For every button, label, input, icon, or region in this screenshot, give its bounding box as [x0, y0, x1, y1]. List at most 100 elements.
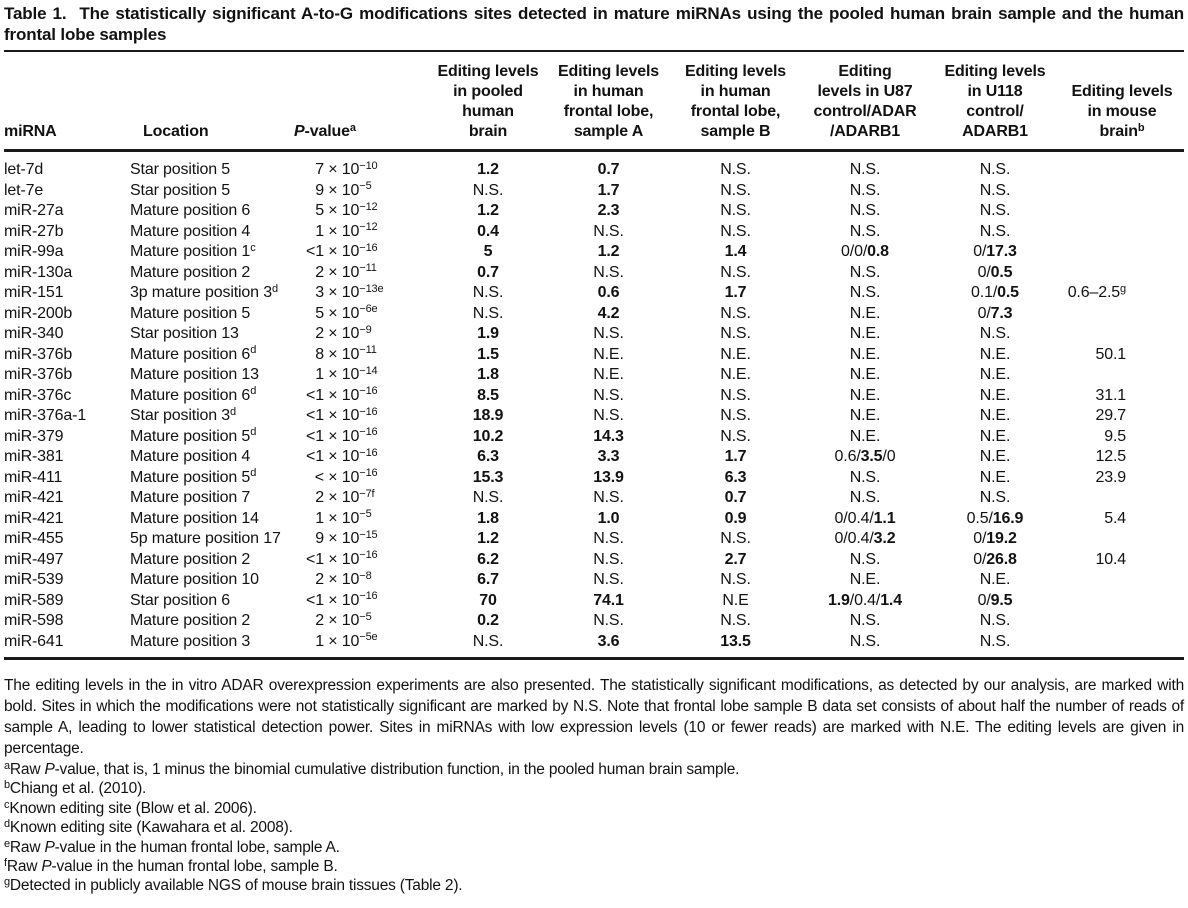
cell-frontal-b: 2.7 [724, 550, 747, 568]
cell-frontal-a: 3.6 [597, 632, 620, 650]
table-row: let-7e Star position 5 9 × 10 −5 N.S. 1.7 N.S.… [4, 181, 1184, 202]
cell-pooled-brain: 0.4 [477, 222, 499, 240]
cell-mirna: miR-455 [4, 530, 64, 547]
cell-frontal-a: N.S. [593, 530, 624, 547]
cell-frontal-a: 4.2 [597, 304, 620, 322]
table-title-text: The statistically significant A-to-G mod… [4, 4, 1184, 44]
table-row: miR-539 Mature position 10 2 × 10 −8 6.7 N.S.… [4, 570, 1184, 591]
footnote-b: bChiang et al. (2010). [4, 779, 147, 798]
cell-mirna: miR-421 [4, 489, 64, 506]
cell-mouse-brain: 31.1 [1095, 386, 1126, 404]
cell-mouse-brain [1060, 632, 1184, 659]
cell-pvalue: 1 × 10 −14 [315, 364, 378, 383]
cell-frontal-a: 74.1 [593, 591, 624, 609]
table-row: miR-376b Mature position 6d 8 × 10 −11 1.5 N.… [4, 345, 1184, 366]
cell-u118: 0/26.8 [973, 550, 1017, 568]
cell-frontal-a: N.S. [593, 489, 624, 506]
cell-frontal-a: N.S. [593, 222, 624, 240]
cell-frontal-a: 1.0 [597, 509, 620, 527]
cell-location: Star position 6 [130, 591, 231, 609]
cell-u87: 1.9/0.4/1.4 [828, 591, 902, 609]
cell-mouse-brain: 5.4 [1104, 509, 1126, 527]
cell-u87: 0/0.4/1.1 [834, 509, 896, 527]
cell-mouse-brain [1060, 222, 1184, 243]
column-header-pooled-brain: Editing levels in pooled human brain [430, 51, 546, 152]
cell-u118: N.S. [979, 612, 1011, 629]
cell-frontal-b: N.S. [720, 325, 751, 342]
cell-frontal-a: 1.2 [597, 243, 620, 260]
cell-pvalue: 1 × 10 −5e [315, 631, 378, 650]
cell-pooled-brain: 1.2 [477, 530, 499, 547]
cell-u87: N.S. [849, 181, 881, 199]
cell-location: Mature position 2 [130, 550, 251, 568]
cell-mirna: miR-27a [4, 202, 64, 219]
cell-location: Star position 5 [130, 181, 231, 199]
cell-frontal-b: 1.7 [724, 284, 747, 301]
cell-pooled-brain: N.S. [472, 304, 504, 322]
cell-pvalue: 2 × 10 −9 [315, 323, 372, 342]
cell-mouse-brain [1060, 201, 1184, 222]
cell-pvalue: 2 × 10 −8 [315, 569, 372, 588]
cell-pooled-brain: 5 [483, 243, 493, 260]
cell-mouse-brain [1060, 181, 1184, 202]
cell-pooled-brain: 1.5 [477, 345, 499, 363]
cell-location: Mature position 6d [130, 385, 257, 404]
cell-frontal-b: 13.5 [720, 632, 751, 650]
cell-u118: N.E. [979, 345, 1011, 363]
cell-u118: 0/0.5 [977, 263, 1013, 281]
cell-pvalue: 2 × 10 −5 [315, 610, 372, 629]
cell-mirna: miR-589 [4, 591, 64, 609]
cell-frontal-b: N.E. [720, 366, 751, 383]
table-row: miR-411 Mature position 5d < × 10 −16 15.3 13… [4, 468, 1184, 489]
cell-u87: N.E. [849, 345, 881, 363]
cell-mouse-brain [1060, 242, 1184, 263]
cell-u118: N.S. [979, 632, 1011, 650]
cell-u118: 0/7.3 [977, 304, 1013, 322]
cell-location: Mature position 3 [130, 632, 251, 650]
cell-mouse-brain [1060, 529, 1184, 550]
cell-mirna: miR-379 [4, 427, 64, 445]
cell-mirna: let-7e [4, 181, 44, 199]
cell-u118: N.E. [979, 468, 1011, 486]
cell-u118: N.E. [979, 448, 1011, 465]
cell-pvalue: 7 × 10 −10 [315, 159, 378, 178]
column-header-frontal-b: Editing levels in human frontal lobe, sampl… [671, 51, 800, 152]
cell-frontal-a: N.S. [593, 612, 624, 629]
cell-mirna: miR-421 [4, 509, 64, 527]
cell-u87: N.S. [849, 489, 881, 506]
cell-pvalue: <1 × 10 −16 [306, 590, 378, 609]
cell-frontal-a: 1.7 [597, 181, 620, 199]
cell-u87: N.S. [849, 284, 881, 301]
cell-u87: N.E. [849, 407, 881, 424]
cell-mouse-brain: 10.4 [1095, 550, 1126, 568]
cell-pooled-brain: 0.2 [477, 612, 499, 629]
cell-pvalue: <1 × 10 −16 [306, 385, 378, 404]
cell-location: Mature position 2 [130, 263, 251, 281]
cell-u118: N.E. [979, 386, 1011, 404]
cell-u87: N.S. [849, 550, 881, 568]
cell-frontal-b: N.S. [720, 161, 751, 178]
column-header-mirna: miRNA [4, 51, 125, 152]
cell-frontal-a: N.S. [593, 571, 624, 588]
cell-mouse-brain [1060, 570, 1184, 591]
cell-mirna: miR-376a-1 [4, 407, 87, 424]
cell-location: Mature position 10 [130, 571, 259, 588]
cell-u118: 0.5/16.9 [966, 509, 1024, 527]
cell-u118: N.E. [979, 366, 1011, 383]
cell-frontal-b: N.S. [720, 304, 751, 322]
cell-u87: N.S. [849, 632, 881, 650]
table-row: miR-200b Mature position 5 5 × 10 −6e N.S. 4.… [4, 304, 1184, 325]
table-row: miR-27a Mature position 6 5 × 10 −12 1.2 2.3 N… [4, 201, 1184, 222]
cell-frontal-b: N.S. [720, 407, 751, 424]
cell-frontal-a: N.S. [593, 407, 624, 424]
table-notes: The editing levels in the in vitro ADAR … [4, 675, 1184, 896]
table-row: miR-589 Star position 6 <1 × 10 −16 70 74.1 N.… [4, 591, 1184, 612]
cell-pooled-brain: 10.2 [472, 427, 504, 445]
cell-frontal-b: 0.9 [724, 509, 747, 527]
cell-location: Mature position 6d [130, 344, 257, 363]
cell-pooled-brain: 70 [479, 591, 497, 609]
cell-pvalue: 5 × 10 −12 [315, 200, 378, 219]
table-body: let-7d Star position 5 7 × 10 −10 1.2 0.7 N.S.… [4, 151, 1184, 659]
cell-u118: N.S. [979, 202, 1011, 219]
